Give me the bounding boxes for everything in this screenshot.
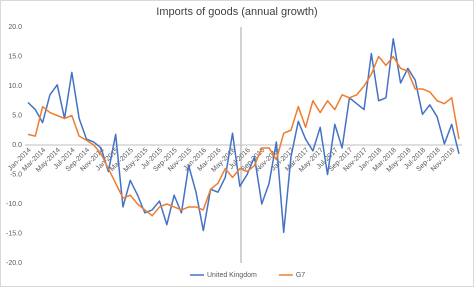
y-tick-label: -10.0 [6,201,22,208]
y-tick-label: 0.0 [12,142,22,149]
y-tick-label: 5.0 [12,112,22,119]
y-tick-label: 20.0 [8,24,22,31]
series-line [27,55,460,217]
legend-label: United Kingdom [207,272,257,279]
y-tick-label: -5.0 [10,171,22,178]
legend-label: G7 [296,272,305,279]
y-tick-label: 15.0 [8,53,22,60]
series-line [27,38,460,234]
y-tick-label: -20.0 [6,260,22,267]
y-tick-label: -15.0 [6,230,22,237]
y-tick-label: 10.0 [8,83,22,90]
chart-title: Imports of goods (annual growth) [156,6,317,18]
